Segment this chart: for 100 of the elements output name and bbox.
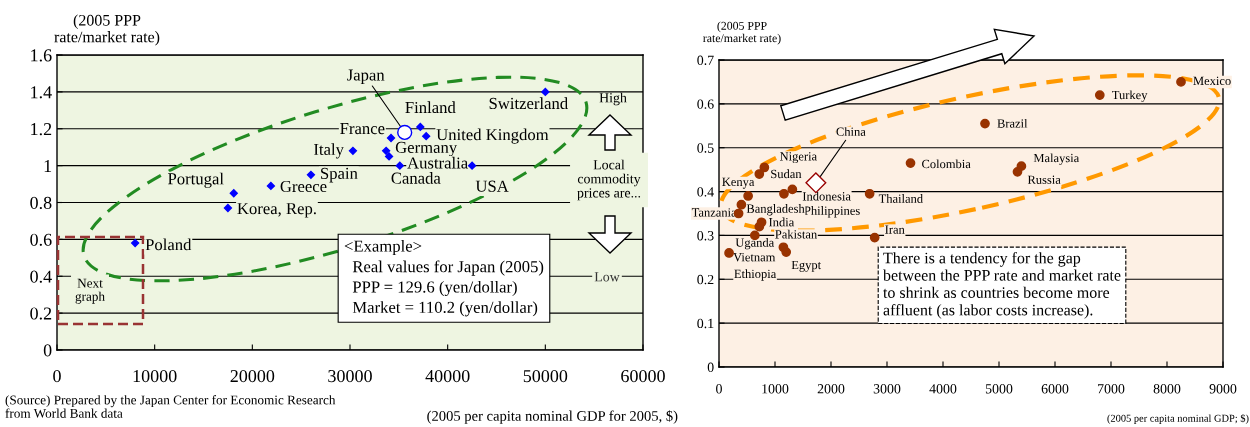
annotation: USA [475, 180, 509, 192]
y-tick-label: 0 [707, 362, 714, 372]
point [1094, 90, 1105, 100]
annotation: Turkey [1112, 90, 1148, 102]
point [759, 162, 770, 173]
y-tick-label: 0.2 [30, 307, 52, 320]
x-tick-label: 7000 [1098, 384, 1125, 394]
y-tick-label: 0.7 [697, 55, 714, 66]
point [229, 189, 238, 198]
y-axis-title: (2005 PPP rate/market rate) [54, 14, 160, 46]
annotation: Brazil [997, 118, 1028, 128]
annotation: Indonesia [802, 191, 851, 201]
point [395, 161, 404, 170]
annotation: Kenya [722, 177, 755, 189]
point [386, 133, 396, 143]
point [905, 158, 916, 168]
y-axis-title: (2005 PPP rate/market rate) [703, 21, 781, 45]
annotation: India [769, 217, 795, 227]
annotation: Sudan [771, 169, 802, 179]
annotation: Canada [391, 172, 441, 184]
point [467, 161, 477, 170]
annotation: Germany [395, 141, 458, 157]
text: (Source) Prepared by the Japan Center for Economic Research from World Bank data [5, 395, 336, 418]
y-tick-label: 0.5 [697, 143, 714, 153]
annotation: Colombia [922, 159, 971, 169]
annotation: Bangladesh [746, 204, 805, 216]
annotation: Low [594, 272, 620, 282]
x-tick-label: 9000 [1209, 384, 1237, 394]
y-tick-label: 1.4 [31, 86, 52, 99]
annotation: Australia [407, 156, 468, 169]
annotation: Iran [885, 225, 905, 234]
point [980, 118, 990, 129]
y-tick-label: 0.3 [697, 231, 714, 241]
point [787, 184, 798, 195]
annotation: There is a tendency for the gap between the PPP rate and market rate to shrink as countries become more affluent (as labor costs increase). [883, 252, 1121, 319]
annotation: Uganda [735, 237, 775, 250]
y-tick-label: 1.6 [31, 49, 52, 62]
x-tick-label: 1000 [762, 384, 789, 394]
annotation: Portugal [168, 172, 224, 188]
y-tick-label: 0.4 [697, 187, 714, 197]
point [754, 221, 765, 232]
x-tick-label: 30000 [328, 369, 372, 383]
x-tick-label: 20000 [230, 369, 275, 383]
annotation: Pakistan [775, 229, 818, 239]
point [743, 191, 753, 201]
point [1012, 166, 1023, 177]
point [397, 124, 413, 141]
annotation: Korea, Rep. [237, 203, 316, 218]
point [348, 146, 358, 156]
y-tick-label: 0.6 [30, 233, 52, 246]
point [779, 188, 789, 199]
point [266, 181, 276, 191]
x-axis-title: (2005 per capita nominal GDP for 2005, $) [427, 410, 678, 424]
point [422, 131, 431, 141]
x-tick-label: 3000 [873, 384, 901, 394]
point [781, 247, 792, 257]
point [541, 87, 550, 97]
point [869, 232, 880, 243]
y-tick-label: 0 [43, 344, 52, 357]
x-tick-label: 40000 [425, 369, 470, 383]
point [1176, 77, 1186, 87]
y-tick-label: 0.6 [697, 99, 714, 109]
annotation: Local commodity prices are... [577, 159, 641, 201]
point [382, 146, 391, 156]
annotation: Switzerland [489, 97, 568, 110]
x-tick-label: 50000 [523, 369, 568, 383]
x-tick-label: 0 [716, 384, 722, 394]
point [306, 170, 316, 179]
annotation: Finland [405, 101, 456, 114]
y-tick-label: 1 [44, 159, 52, 172]
x-tick-label: 5000 [985, 384, 1013, 394]
x-tick-label: 4000 [929, 384, 957, 394]
x-tick-label: 60000 [621, 369, 665, 383]
y-tick-label: 0.8 [30, 196, 52, 210]
annotation: Philippines [804, 206, 860, 218]
y-tick-label: 0.2 [697, 274, 714, 285]
annotation: Russia [1027, 175, 1061, 184]
annotation: Malaysia [1033, 153, 1080, 165]
annotation: Greece [280, 180, 327, 193]
annotation: Japan [347, 69, 385, 84]
annotation: France [340, 123, 385, 135]
point [864, 188, 875, 199]
x-tick-label: 6000 [1041, 384, 1069, 394]
x-tick-label: 2000 [817, 384, 845, 394]
annotation: Ethiopia [734, 269, 777, 281]
y-tick-label: 0.4 [30, 270, 52, 283]
annotation: Mexico [1193, 76, 1231, 86]
annotation: United Kingdom [436, 128, 549, 144]
annotation: Italy [313, 143, 344, 159]
annotation: Nigeria [779, 152, 817, 164]
annotation: Next graph [75, 278, 105, 304]
annotation: Vietnam [733, 253, 776, 262]
point [754, 169, 765, 179]
point [724, 248, 734, 258]
annotation: China [836, 127, 866, 136]
annotation: Poland [145, 238, 192, 251]
point [384, 152, 394, 161]
annotation: Spain [321, 167, 358, 183]
annotation: High [599, 92, 627, 106]
y-tick-label: 0.1 [697, 318, 714, 329]
